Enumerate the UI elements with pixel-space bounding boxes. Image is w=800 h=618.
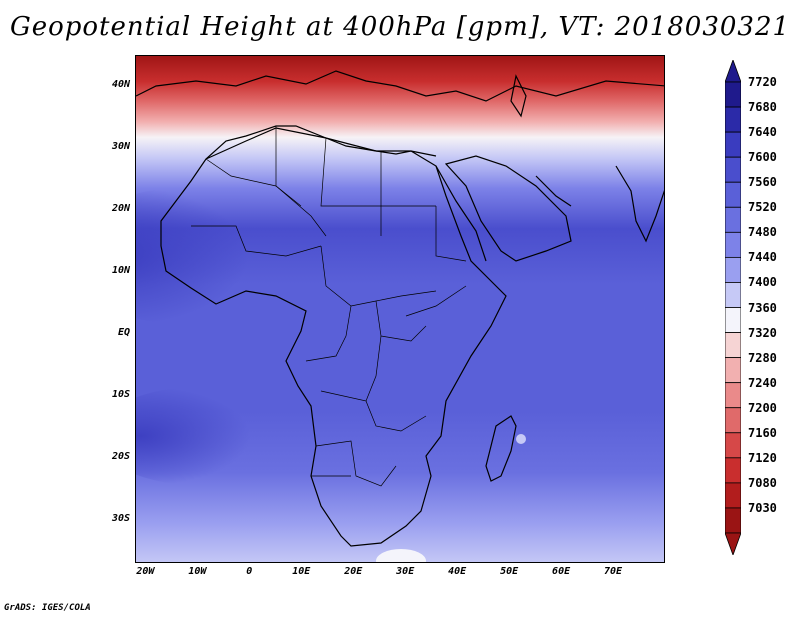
colorbar-label: 7480 [748,225,777,240]
colorbar-swatch [725,482,741,509]
colorbar-swatch [725,332,741,359]
colorbar-swatch [725,156,741,183]
colorbar-label: 7120 [748,450,777,465]
colorbar-swatch [725,231,741,258]
height-field-map [136,56,664,562]
lon-label: 0 [246,566,253,577]
country-borders [191,126,467,487]
colorbar-swatch [725,357,741,384]
colorbar-swatch [725,181,741,208]
colorbar-bottom-cap [725,532,741,555]
lat-label: 40N [111,78,130,90]
colorbar-swatch [725,282,741,308]
colorbar-label: 7030 [748,500,777,515]
colorbar-label: 7320 [748,325,777,340]
lat-label: 10N [111,264,130,276]
europe-coast [136,70,664,102]
lat-label: EQ [117,326,130,338]
lon-label: 20W [136,566,155,577]
colorbar-label: 7560 [748,175,777,190]
lon-label: 70E [604,566,623,577]
colorbar-swatch [725,407,741,434]
colorbar-swatch [725,457,741,484]
colorbar-label: 7200 [748,400,777,415]
lon-label: 50E [500,566,519,577]
colorbar-swatch [725,206,741,233]
colorbar-label: 7360 [748,300,777,315]
colorbar-label: 7240 [748,375,777,390]
lon-label: 20E [344,566,363,577]
lon-label: 10E [292,566,311,577]
colorbar-swatch [725,382,741,409]
colorbar-swatch [725,307,741,333]
credit-text: GrADS: IGES/COLA [4,603,91,613]
colorbar-top-cap [725,60,741,83]
colorbar-swatch [725,81,741,108]
colorbar-label: 7280 [748,350,777,365]
lon-label: 30E [396,566,415,577]
persian-gulf [535,175,572,207]
map-panel [135,55,665,563]
colorbar-swatch [725,256,741,283]
colorbar-swatch [725,507,741,534]
lat-label: 10S [111,388,130,400]
colorbar-swatch [725,106,741,133]
colorbar-label: 7080 [748,475,777,490]
lat-label: 20N [111,202,130,214]
colorbar-label: 7400 [748,275,777,290]
colorbar-label: 7160 [748,425,777,440]
colorbar [725,60,741,555]
chart-title: Geopotential Height at 400hPa [gpm], VT:… [9,12,791,42]
lat-label: 30S [111,512,130,524]
colorbar-label: 7640 [748,125,777,140]
colorbar-label: 7520 [748,200,777,215]
colorbar-swatch [725,131,741,158]
caspian-outline [510,74,527,118]
arabian-peninsula [444,155,572,262]
lon-label: 40E [448,566,467,577]
colorbar-swatch [725,432,741,459]
madagascar-outline [485,415,517,482]
red-sea [435,165,487,262]
colorbar-label: 7720 [748,75,777,89]
lat-label: 20S [111,450,130,462]
india-outline [615,165,664,243]
colorbar-label: 7680 [748,100,777,115]
colorbar-label: 7440 [748,250,777,265]
lon-label: 10W [188,566,207,577]
lat-label: 30N [111,140,130,152]
colorbar-label: 7600 [748,150,777,165]
lon-label: 60E [552,566,571,577]
